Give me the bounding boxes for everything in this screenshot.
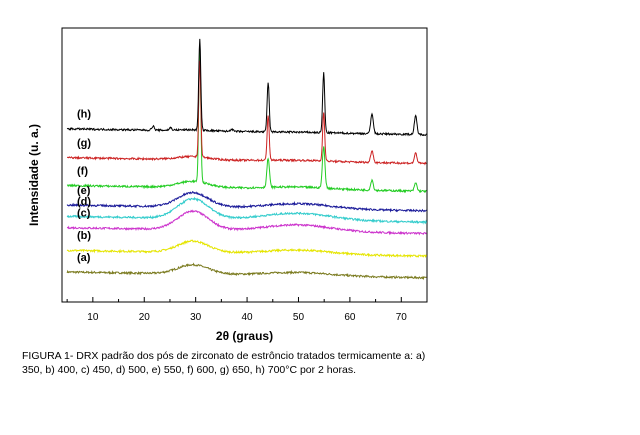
series-labels: (a) (b) (c)(d)(e) (f) (g) (h) xyxy=(77,109,91,264)
series-label-6: (g) xyxy=(77,137,91,149)
x-tick-label: 30 xyxy=(190,312,202,323)
x-tick-label: 60 xyxy=(344,312,356,323)
x-tick-label: 20 xyxy=(139,312,151,323)
series-label-4: (e) xyxy=(77,185,91,197)
plot-frame xyxy=(61,27,428,303)
series-line-4 xyxy=(66,190,427,213)
x-axis-ticks: 10 20 30 40 50 60 70 xyxy=(66,297,428,323)
series-line-0 xyxy=(66,262,427,281)
series-label-0: (a) xyxy=(77,252,91,264)
series-line-6 xyxy=(66,60,427,166)
caption-line-1: FIGURA 1- DRX padrão dos pós de zirconat… xyxy=(22,350,426,362)
series-label-3: (d) xyxy=(77,196,91,208)
series-line-5 xyxy=(66,48,427,194)
series-curves xyxy=(66,38,427,281)
series-line-3 xyxy=(66,196,427,225)
series-label-7: (h) xyxy=(77,109,91,121)
series-line-1 xyxy=(66,239,427,258)
series-label-5: (f) xyxy=(77,165,88,177)
series-line-7 xyxy=(66,38,427,137)
x-tick-label: 10 xyxy=(87,312,99,323)
caption-line-2: 350, b) 400, c) 450, d) 500, e) 550, f) … xyxy=(22,364,356,376)
x-tick-label: 40 xyxy=(242,312,254,323)
x-tick-label: 50 xyxy=(293,312,305,323)
x-tick-label: 70 xyxy=(396,312,408,323)
series-line-2 xyxy=(66,209,427,236)
y-axis-label: Intensidade (u. a.) xyxy=(27,124,41,226)
x-axis-label: 2θ (graus) xyxy=(216,329,273,343)
series-label-2: (c) xyxy=(77,208,91,220)
series-label-1: (b) xyxy=(77,230,91,242)
figure-caption: FIGURA 1- DRX padrão dos pós de zirconat… xyxy=(22,349,462,377)
